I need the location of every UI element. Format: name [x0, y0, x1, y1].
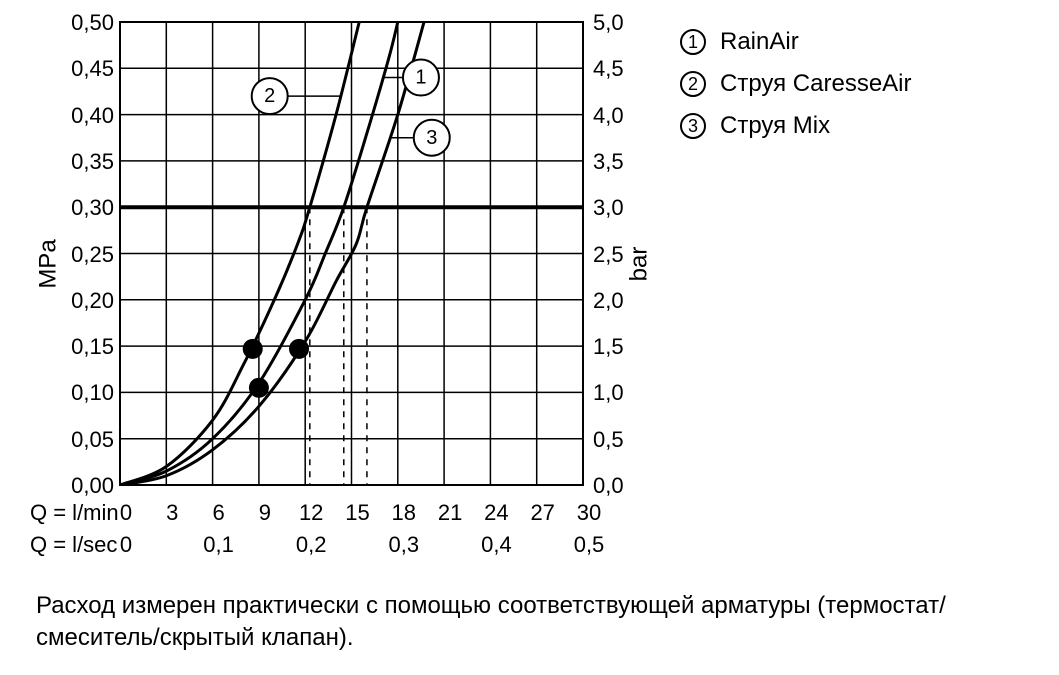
- x-tick-lmin: 9: [245, 500, 285, 526]
- legend-item: 3 Струя Mix: [680, 112, 912, 140]
- legend-item: 1 RainAir: [680, 28, 912, 56]
- svg-text:1: 1: [415, 67, 426, 89]
- x-tick-lmin: 24: [476, 500, 516, 526]
- legend-text: RainAir: [720, 28, 799, 56]
- y-tick-right: 3,0: [593, 195, 624, 221]
- svg-text:2: 2: [264, 85, 275, 107]
- x-tick-lmin: 21: [430, 500, 470, 526]
- y-tick-left: 0,00: [58, 473, 114, 499]
- y-tick-right: 3,5: [593, 149, 624, 175]
- legend-num-icon: 1: [680, 29, 706, 55]
- legend-item: 2 Струя CaresseAir: [680, 70, 912, 98]
- y-tick-left: 0,45: [58, 56, 114, 82]
- x-tick-lsec: 0,5: [565, 532, 613, 558]
- y-tick-left: 0,05: [58, 427, 114, 453]
- y-tick-right: 0,0: [593, 473, 624, 499]
- x-tick-lmin: 6: [199, 500, 239, 526]
- y-tick-left: 0,40: [58, 103, 114, 129]
- legend-num-icon: 3: [680, 113, 706, 139]
- y-tick-left: 0,10: [58, 380, 114, 406]
- x-tick-lmin: 27: [523, 500, 563, 526]
- y-tick-right: 4,0: [593, 103, 624, 129]
- y-tick-right: 2,0: [593, 288, 624, 314]
- x-tick-lmin: 18: [384, 500, 424, 526]
- legend-text: Струя Mix: [720, 112, 830, 140]
- legend-text: Струя CaresseAir: [720, 70, 912, 98]
- legend: 1 RainAir 2 Струя CaresseAir 3 Струя Mix: [680, 28, 912, 154]
- y-tick-right: 0,5: [593, 427, 624, 453]
- y-tick-left: 0,35: [58, 149, 114, 175]
- y-tick-left: 0,20: [58, 288, 114, 314]
- x-tick-lmin: 3: [152, 500, 192, 526]
- x-tick-lsec: 0,2: [287, 532, 335, 558]
- x-row2-label: Q = l/sec: [30, 532, 117, 558]
- y-tick-left: 0,30: [58, 195, 114, 221]
- page-root: MPa bar 123 0,000,050,100,150,200,250,30…: [0, 0, 1059, 675]
- y-tick-left: 0,25: [58, 242, 114, 268]
- y-tick-right: 5,0: [593, 10, 624, 36]
- x-tick-lmin: 12: [291, 500, 331, 526]
- x-row1-label: Q = l/min: [30, 500, 119, 526]
- legend-num-icon: 2: [680, 71, 706, 97]
- y-tick-right: 1,0: [593, 380, 624, 406]
- x-tick-lmin: 30: [569, 500, 609, 526]
- x-tick-lsec: 0,3: [380, 532, 428, 558]
- footnote-text: Расход измерен практически с помощью соо…: [36, 590, 1016, 655]
- y-tick-left: 0,15: [58, 334, 114, 360]
- y-tick-right: 2,5: [593, 242, 624, 268]
- y-tick-right: 4,5: [593, 56, 624, 82]
- x-tick-lsec: 0,1: [195, 532, 243, 558]
- y-tick-left: 0,50: [58, 10, 114, 36]
- svg-text:3: 3: [426, 127, 437, 149]
- y-tick-right: 1,5: [593, 334, 624, 360]
- x-tick-lsec: 0,4: [472, 532, 520, 558]
- x-tick-lmin: 15: [338, 500, 378, 526]
